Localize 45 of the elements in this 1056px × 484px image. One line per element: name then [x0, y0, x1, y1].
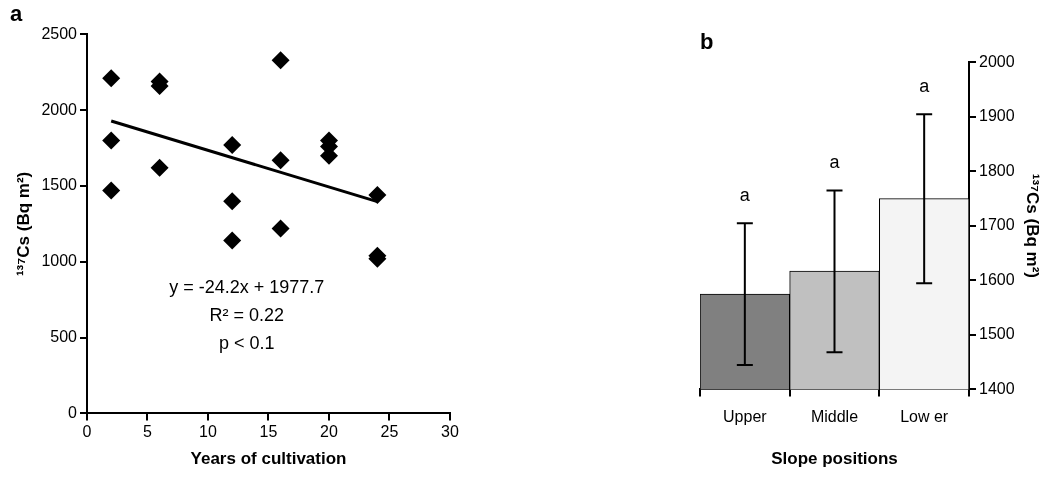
point	[368, 186, 387, 205]
point	[271, 51, 290, 70]
point	[271, 219, 290, 238]
y-axis-title: ¹³⁷Cs (Bq m²)	[1023, 173, 1043, 279]
y-tick-label: 1400	[979, 379, 1015, 397]
chart-title: a	[10, 1, 23, 27]
y-tick-label: 2000	[41, 100, 78, 118]
y-tick-label: 1000	[41, 252, 78, 270]
x-tick-label: 5	[143, 423, 153, 441]
y-tick-label: 1600	[979, 270, 1015, 288]
point	[223, 136, 242, 155]
x-tick-label: Low er	[900, 408, 949, 426]
point	[223, 192, 242, 211]
annotation: R² = 0.22	[209, 305, 284, 326]
chart-title: b	[700, 29, 714, 55]
y-tick-label: 2000	[979, 52, 1015, 70]
x-tick-label: Upper	[723, 408, 768, 426]
annotation: p < 0.1	[218, 333, 275, 354]
y-axis-title: ¹³⁷Cs (Bq m²)	[13, 171, 33, 277]
x-axis-title: Years of cultivation	[190, 449, 347, 469]
x-tick-label: 0	[82, 423, 92, 441]
x-tick-label: 10	[199, 423, 217, 441]
point	[271, 151, 290, 170]
x-tick-label: 30	[441, 423, 459, 441]
point	[102, 131, 121, 150]
y-tick-label: 2500	[41, 24, 78, 42]
point	[102, 69, 121, 88]
x-tick-label: 20	[320, 423, 338, 441]
y-tick-label: 1700	[979, 216, 1015, 234]
point	[102, 181, 121, 200]
annotation: y = -24.2x + 1977.7	[169, 277, 325, 298]
point	[150, 158, 169, 177]
x-tick-label: 15	[259, 423, 278, 441]
y-tick-label: 500	[50, 328, 78, 346]
annotation: a	[739, 185, 751, 206]
x-tick-label: 25	[380, 423, 399, 441]
y-tick-label: 1500	[979, 325, 1015, 343]
x-axis-title: Slope positions	[771, 449, 898, 469]
y-tick-label: 1800	[979, 161, 1015, 179]
y-tick-label: 1500	[41, 176, 78, 194]
annotation: a	[829, 152, 841, 173]
x-tick-label: Middle	[810, 408, 859, 426]
point	[223, 231, 242, 250]
annotation: a	[919, 76, 931, 97]
y-tick-label: 1900	[979, 107, 1015, 125]
